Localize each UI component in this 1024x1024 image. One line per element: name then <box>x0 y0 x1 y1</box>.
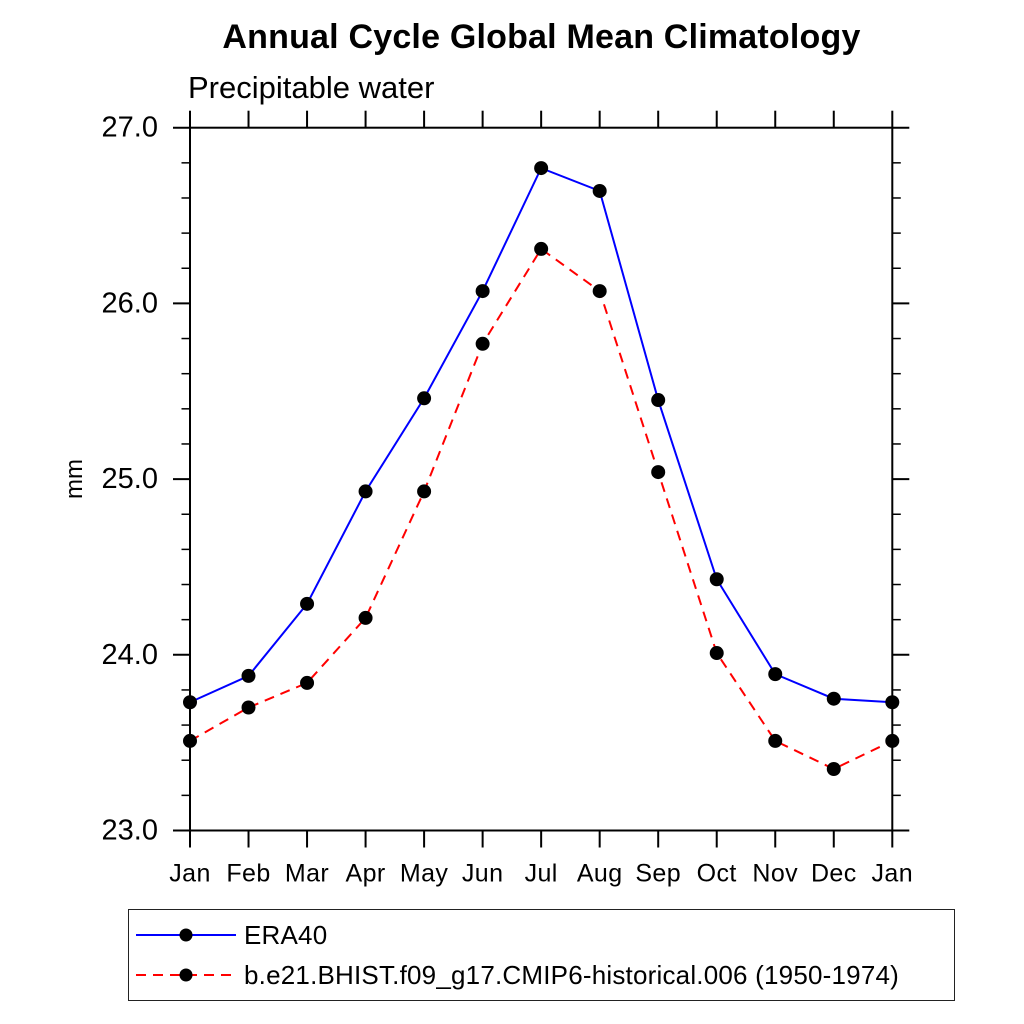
data-point-s1-Jul <box>534 241 549 256</box>
series-line-1 <box>189 247 893 771</box>
x-tick-label: Jan <box>169 860 211 888</box>
data-point-s0-Jul <box>534 161 549 176</box>
x-tick-label: Apr <box>346 860 386 888</box>
data-point-s0-Apr <box>358 484 373 499</box>
x-tick-label: Jun <box>462 860 504 888</box>
data-point-s0-Jan <box>885 695 900 710</box>
x-tick-label: Jul <box>525 860 558 888</box>
x-tick-label: Oct <box>697 860 737 888</box>
y-tick-label: 27.0 <box>102 112 158 144</box>
legend-line-sample-cesm-run <box>136 968 236 982</box>
x-tick-label: Mar <box>285 860 329 888</box>
legend-item-cesm-run: b.e21.BHIST.f09_g17.CMIP6-historical.006… <box>129 958 954 992</box>
data-point-s1-Sep <box>651 465 666 480</box>
x-tick-label: Dec <box>811 860 857 888</box>
data-point-s0-Feb <box>241 668 256 683</box>
data-point-s1-Dec <box>826 762 841 777</box>
plot-box <box>189 126 894 832</box>
data-point-s0-Oct <box>709 572 724 587</box>
data-point-s0-Jun <box>475 284 490 299</box>
data-point-s0-Nov <box>768 667 783 682</box>
y-tick-label: 25.0 <box>102 463 158 495</box>
data-point-s1-Nov <box>768 733 783 748</box>
data-point-s1-Jun <box>475 336 490 351</box>
y-tick-label: 24.0 <box>102 639 158 671</box>
data-point-s1-Jan <box>885 733 900 748</box>
data-point-s0-Dec <box>826 691 841 706</box>
legend-item-era40: ERA40 <box>129 918 954 952</box>
chart-subtitle: Precipitable water <box>188 70 435 105</box>
data-point-s1-Oct <box>709 646 724 661</box>
data-point-s1-May <box>417 484 432 499</box>
x-tick-label: Nov <box>752 860 798 888</box>
data-point-s0-Sep <box>651 393 666 408</box>
x-tick-label: Feb <box>226 860 270 888</box>
y-tick-label: 26.0 <box>102 287 158 319</box>
data-point-s0-May <box>417 391 432 406</box>
legend-label-cesm-run: b.e21.BHIST.f09_g17.CMIP6-historical.006… <box>244 959 899 990</box>
y-tick-label: 23.0 <box>102 815 158 847</box>
data-point-s1-Aug <box>592 284 607 299</box>
x-tick-label: Jan <box>872 860 914 888</box>
data-point-s1-Mar <box>300 675 315 690</box>
data-point-s0-Jan <box>183 695 197 710</box>
data-point-s0-Mar <box>300 596 315 611</box>
legend-label-era40: ERA40 <box>244 919 328 950</box>
legend-line-sample-era40 <box>136 928 236 942</box>
x-tick-label: Sep <box>635 860 681 888</box>
chart-title: Annual Cycle Global Mean Climatology <box>222 18 861 56</box>
x-tick-label: Aug <box>577 860 623 888</box>
data-point-s1-Jan <box>183 733 197 748</box>
legend: ERA40 b.e21.BHIST.f09_g17.CMIP6-historic… <box>128 909 955 1001</box>
x-tick-label: May <box>400 860 449 888</box>
data-point-s1-Apr <box>358 610 373 625</box>
data-point-s0-Aug <box>592 183 607 198</box>
data-point-s1-Feb <box>241 700 256 715</box>
